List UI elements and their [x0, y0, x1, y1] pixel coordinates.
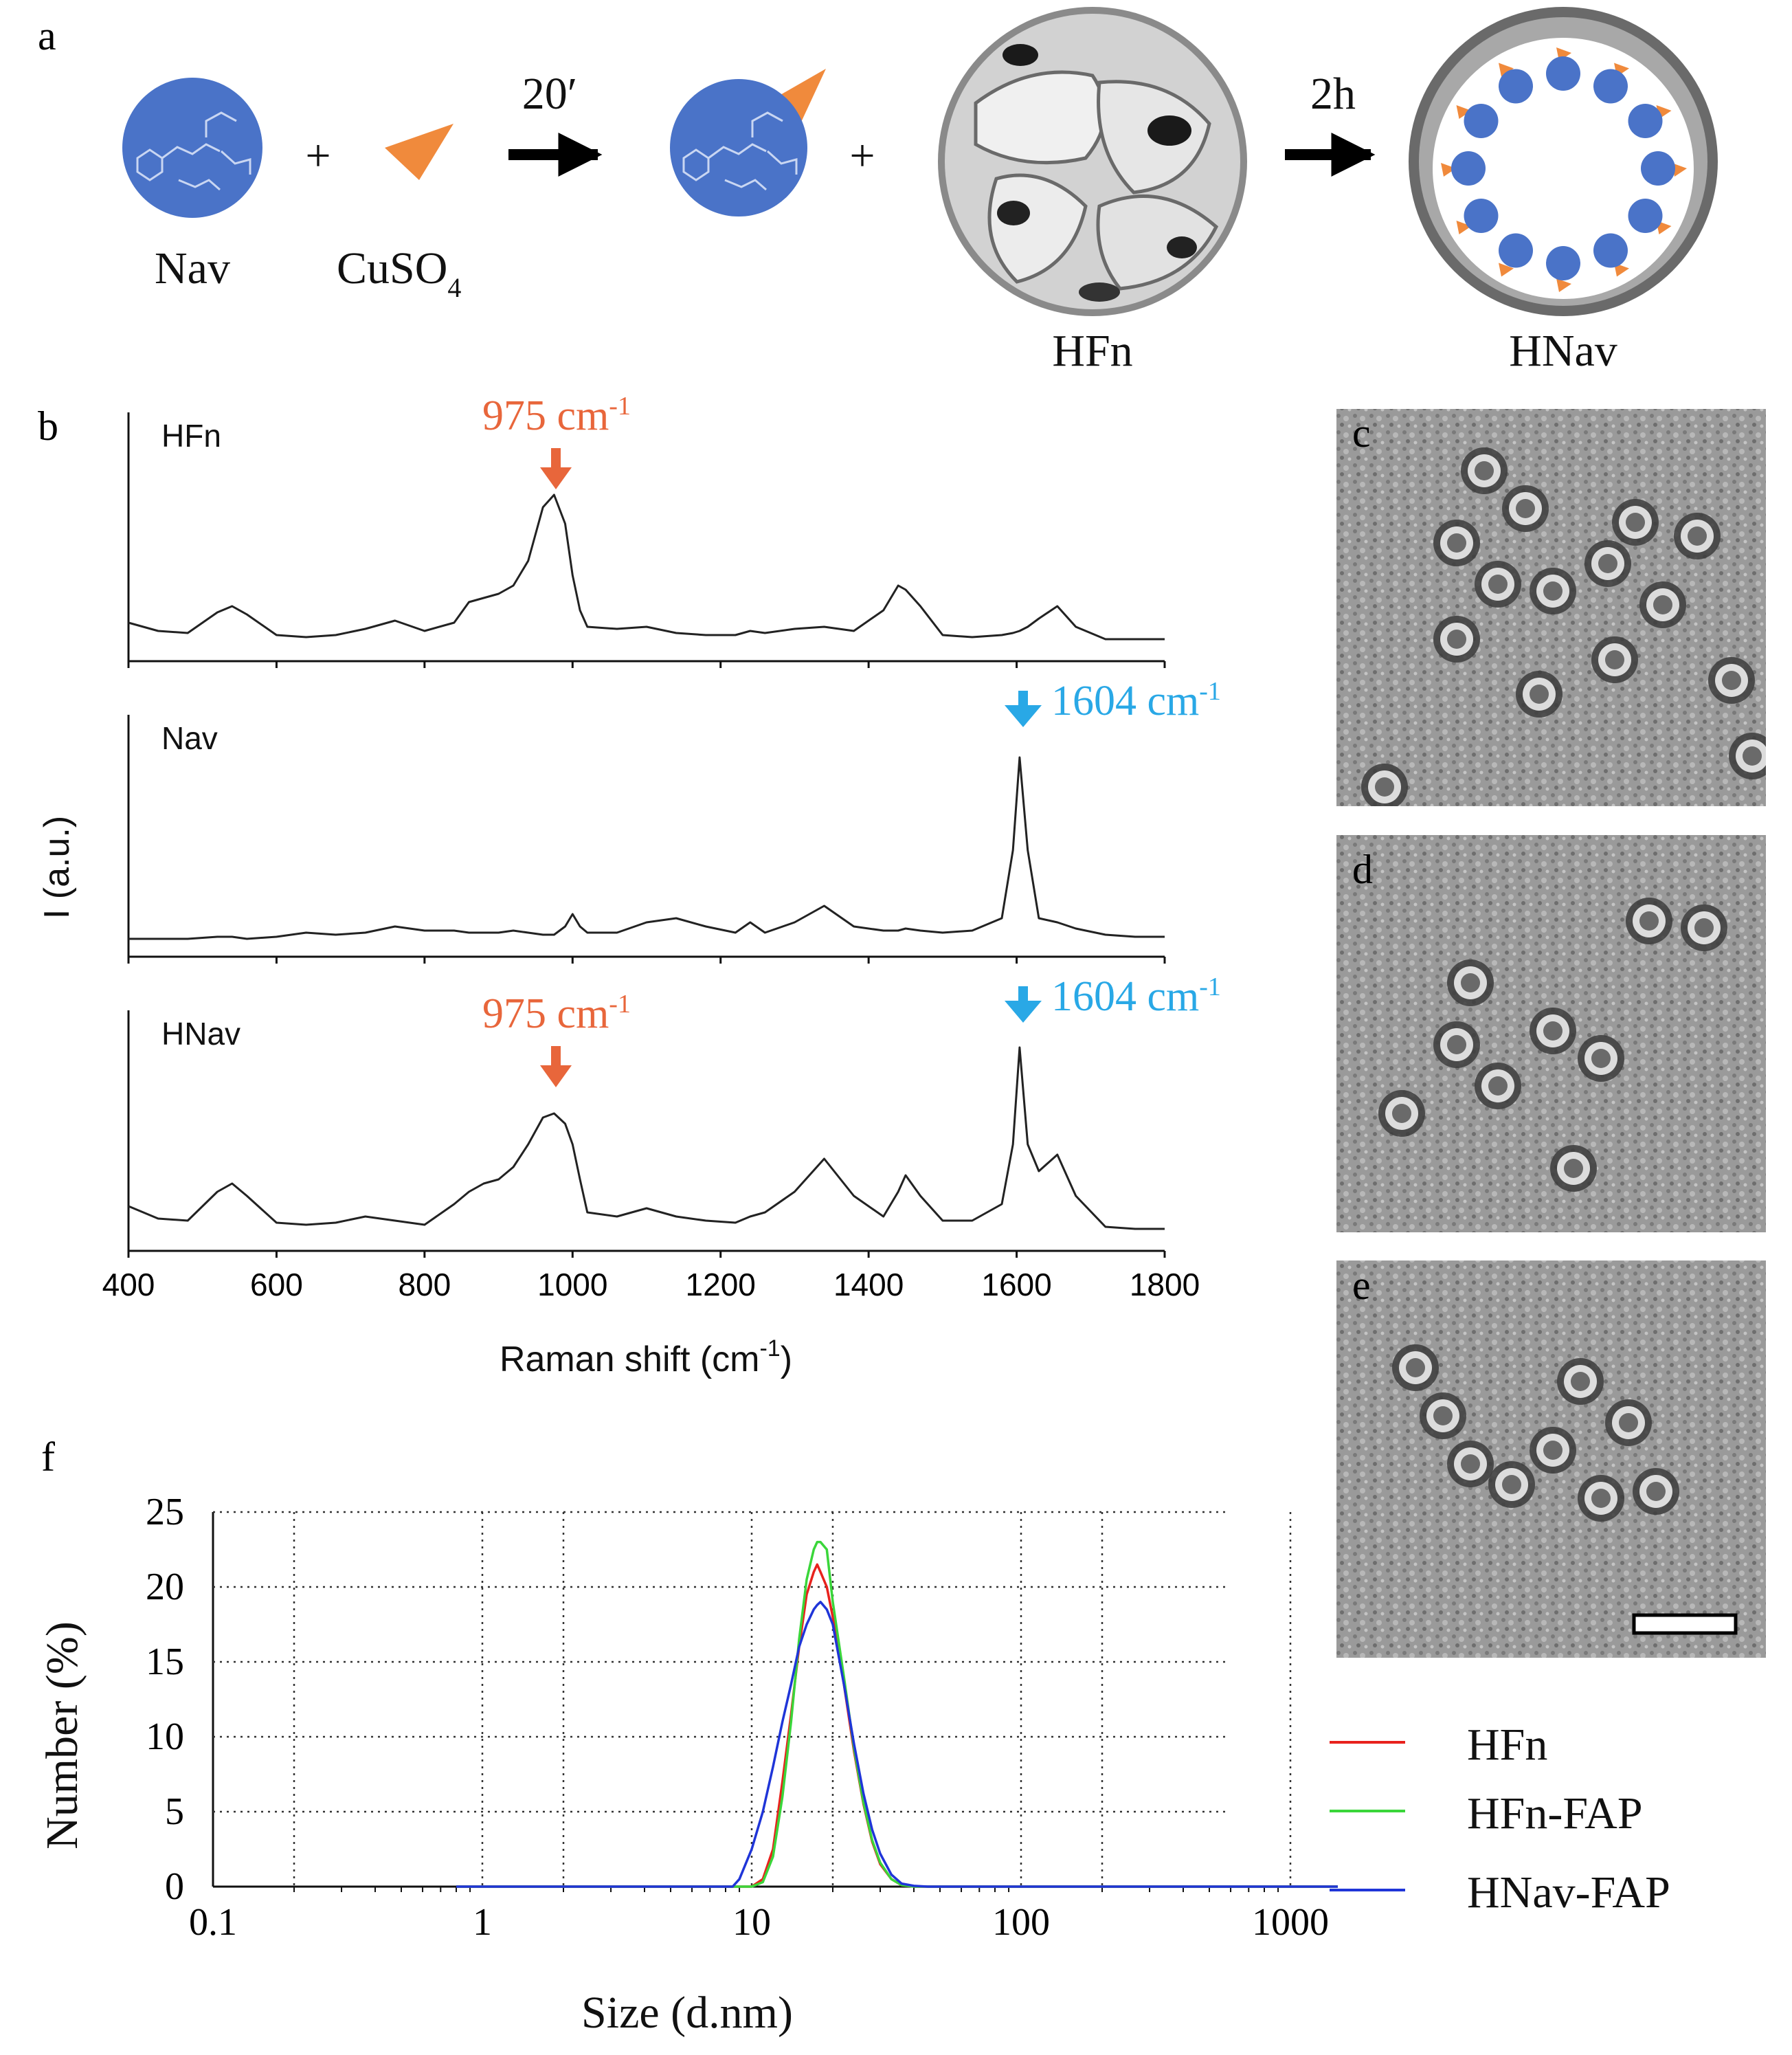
dls-y-tick-label: 5	[165, 1790, 184, 1833]
step2-time-label: 2h	[1310, 69, 1356, 119]
nav-peak-1604-arrow-icon	[1005, 691, 1042, 727]
nav-particle	[1628, 199, 1663, 233]
panel-letter-d: d	[1352, 847, 1373, 892]
panel-e-tem-image: e	[1336, 1260, 1766, 1658]
dls-x-tick-label: 0.1	[189, 1901, 237, 1944]
dls-y-tick-label: 25	[146, 1491, 184, 1533]
legend-label-hfn-fap: HFn-FAP	[1467, 1788, 1643, 1839]
nav-molecule-icon	[122, 78, 262, 218]
hnav-cage-icon	[1409, 7, 1718, 316]
dls-x-axis-title: Size (d.nm)	[581, 1988, 793, 2038]
dls-x-tick-label: 100	[992, 1901, 1050, 1944]
dls-y-tick-label: 20	[146, 1566, 184, 1608]
cu-marker	[1456, 221, 1472, 234]
dls-legend: HFn HFn-FAP HNav-FAP	[1330, 1720, 1670, 1918]
cu-marker	[1556, 278, 1571, 292]
nav-sphere	[122, 78, 262, 218]
nav-particle	[1546, 56, 1580, 91]
dls-x-tick-label: 10	[732, 1901, 771, 1944]
hfn-peak-975-arrow-icon	[540, 448, 572, 489]
dls-x-tick-label: 1	[473, 1901, 492, 1944]
nav-particle	[1499, 69, 1533, 104]
raman-x-tick-label: 1800	[1130, 1267, 1200, 1302]
raman-series-hnav	[128, 1046, 1165, 1230]
hnav-peak-975-label: 975 cm-1	[482, 990, 631, 1037]
raman-spectrum-name: Nav	[161, 720, 218, 756]
cu-marker	[1441, 163, 1456, 177]
nav-particle	[1464, 199, 1499, 233]
nav-particle	[1641, 151, 1675, 186]
panel-b: b HFn Nav HNav 400 600 800 1000 1200 1400 1600 180…	[37, 392, 1221, 1379]
nav-particle	[1499, 233, 1533, 268]
panel-letter-b: b	[38, 403, 58, 449]
hfn-peak-975-label: 975 cm-1	[482, 392, 631, 439]
dls-y-tick-label: 15	[146, 1641, 184, 1683]
raman-x-tick-label: 1200	[686, 1267, 756, 1302]
raman-spectrum-name: HNav	[161, 1016, 240, 1052]
panel-d-tem-image: d	[1336, 835, 1766, 1232]
raman-x-tick-label: 400	[102, 1267, 155, 1302]
legend-label-hnav-fap: HNav-FAP	[1467, 1867, 1670, 1918]
step1-time-label: 20′	[522, 69, 577, 119]
raman-x-tick-label: 1400	[833, 1267, 904, 1302]
dls-series-hnav-fap	[456, 1601, 1338, 1888]
hnav-nav-particles	[1441, 47, 1687, 292]
raman-series-nav	[128, 756, 1165, 940]
raman-x-tick-label: 1600	[981, 1267, 1051, 1302]
nav-particle	[1546, 246, 1580, 280]
plus-sign-2: +	[849, 131, 875, 181]
raman-x-tick-label: 800	[398, 1267, 451, 1302]
hnav-peak-975-arrow-icon	[540, 1046, 572, 1087]
dls-y-tick-label: 0	[165, 1865, 184, 1908]
panel-letter-f: f	[41, 1434, 55, 1480]
panel-a: a Nav + CuSO4 20′ +	[38, 7, 1718, 376]
raman-x-tick-label: 600	[250, 1267, 303, 1302]
raman-x-tick-label: 1000	[537, 1267, 607, 1302]
dls-y-axis-title: Number (%)	[37, 1621, 87, 1850]
raman-y-axis-title: I (a.u.)	[37, 816, 77, 919]
dls-series-hfn	[456, 1563, 1338, 1888]
nav-peak-1604-label: 1604 cm-1	[1051, 677, 1221, 724]
dls-x-tick-label: 1000	[1252, 1901, 1329, 1944]
nav-particle	[1628, 104, 1663, 138]
cu-marker	[1456, 105, 1472, 119]
nav-particle	[1593, 233, 1628, 268]
raman-x-axis-title: Raman shift (cm-1)	[500, 1335, 792, 1379]
cu-marker	[1499, 263, 1514, 277]
cu-marker	[1499, 63, 1514, 77]
plus-sign-1: +	[305, 131, 331, 181]
cu-marker	[1672, 163, 1687, 177]
nav-cu-complex-icon	[670, 69, 826, 216]
hnav-peak-1604-arrow-icon	[1005, 986, 1042, 1023]
panel-letter-a: a	[38, 13, 56, 58]
hnav-label: HNav	[1509, 326, 1617, 376]
dls-series-hfn-fap	[456, 1540, 1338, 1888]
panel-letter-e: e	[1352, 1263, 1371, 1308]
scale-bar	[1632, 1613, 1738, 1635]
panel-letter-c: c	[1352, 410, 1371, 456]
hfn-label: HFn	[1052, 326, 1132, 376]
nav-particle	[1593, 69, 1628, 104]
raman-series-hfn	[128, 493, 1165, 641]
cuso4-label: CuSO4	[337, 243, 461, 303]
raman-chart: HFn Nav HNav 400 600 800 1000 1200 1400 1600 1800	[102, 412, 1200, 1302]
panel-c-tem-image: c	[1336, 409, 1766, 806]
dls-chart: 25 20 15 10 5 00.1 1 10 100 1000	[146, 1491, 1338, 1944]
cu-marker	[1614, 263, 1629, 277]
panel-f: f 25 20 15 10 5 00.1 1 10 100 1000 Number (%) Siz…	[37, 1434, 1670, 2038]
nav-particle	[1451, 151, 1486, 186]
raman-spectrum-name: HFn	[161, 418, 221, 454]
legend-label-hfn: HFn	[1467, 1720, 1547, 1770]
hfn-cage-icon	[938, 7, 1247, 316]
cuso4-triangle-icon	[385, 124, 453, 180]
nav-particle	[1464, 104, 1499, 138]
hnav-peak-1604-label: 1604 cm-1	[1051, 973, 1221, 1020]
dls-y-tick-label: 10	[146, 1715, 184, 1758]
nav-label: Nav	[155, 243, 230, 293]
